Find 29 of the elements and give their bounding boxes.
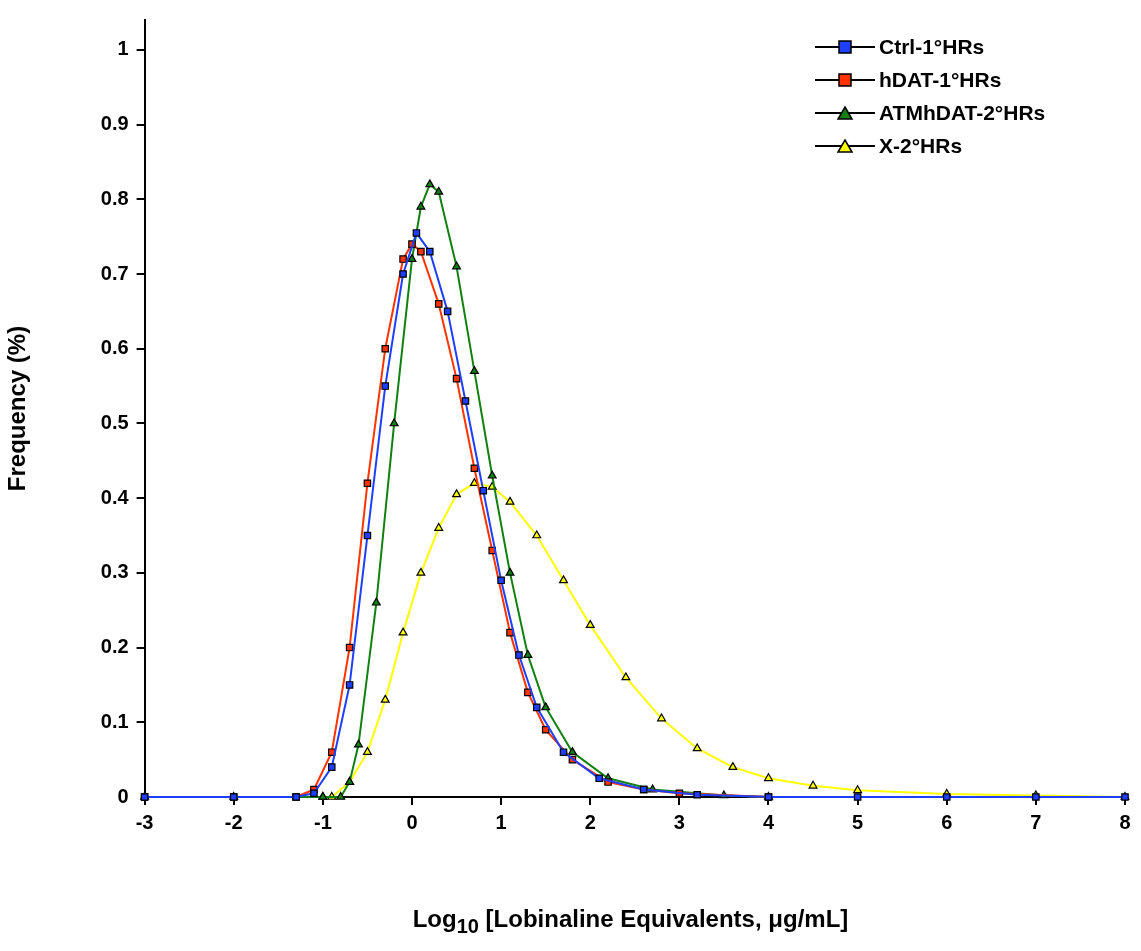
y-axis-title: Frequency (%) xyxy=(3,325,31,492)
y-tick-label: 0 xyxy=(117,784,129,807)
x-tick-label: 4 xyxy=(762,810,775,833)
y-tick-label: 1 xyxy=(117,37,129,60)
y-tick-label: 0.7 xyxy=(100,261,129,284)
legend-label: ATMhDAT-2°HRs xyxy=(879,100,1046,125)
x-tick-label: -2 xyxy=(224,810,243,833)
legend-label: hDAT-1°HRs xyxy=(879,67,1002,92)
x-tick-label: 6 xyxy=(941,810,953,833)
x-tick-label: 7 xyxy=(1030,810,1042,833)
x-tick-label: -3 xyxy=(135,810,154,833)
x-tick-label: 8 xyxy=(1119,810,1131,833)
x-tick-label: 0 xyxy=(406,810,418,833)
y-tick-label: 0.6 xyxy=(100,336,129,359)
legend-label: Ctrl-1°HRs xyxy=(879,34,985,59)
y-tick-label: 0.1 xyxy=(100,709,129,732)
legend-label: X-2°HRs xyxy=(879,133,963,158)
y-tick-label: 0.5 xyxy=(100,410,129,433)
y-tick-label: 0.4 xyxy=(100,485,130,508)
x-tick-label: 3 xyxy=(673,810,685,833)
x-tick-label: -1 xyxy=(313,810,332,833)
x-axis-title: Log$_{10}$ [Lobinaline Equivalents, μg/mL] xyxy=(411,905,850,938)
y-tick-label: 0.8 xyxy=(100,186,129,209)
x-tick-label: 2 xyxy=(584,810,596,833)
y-tick-label: 0.3 xyxy=(100,560,129,583)
y-tick-label: 0.2 xyxy=(100,635,129,658)
x-tick-label: 1 xyxy=(495,810,507,833)
x-tick-label: 5 xyxy=(852,810,864,833)
y-tick-label: 0.9 xyxy=(100,112,129,135)
